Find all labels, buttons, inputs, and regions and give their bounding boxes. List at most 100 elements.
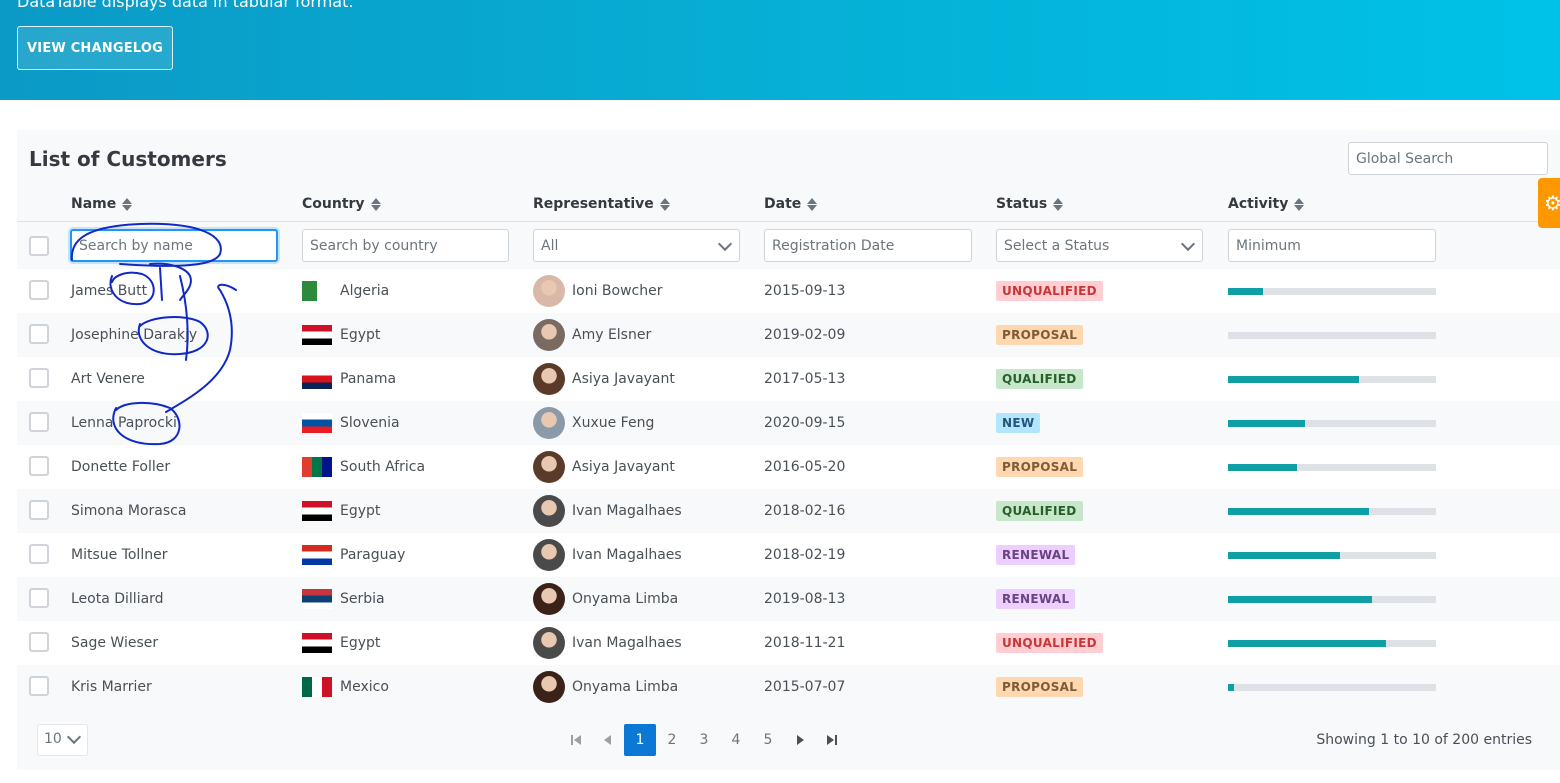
column-header-activity[interactable]: Activity	[1228, 189, 1305, 219]
view-changelog-button[interactable]: VIEW CHANGELOG	[17, 26, 173, 70]
config-panel-toggle[interactable]: ⚙	[1538, 178, 1560, 228]
row-checkbox[interactable]	[29, 632, 49, 652]
representative-filter-select[interactable]: All	[533, 229, 740, 262]
column-header-name[interactable]: Name	[71, 189, 133, 219]
registration-date: 2020-09-15	[764, 415, 846, 431]
header-divider	[17, 221, 1560, 222]
column-label: Status	[996, 196, 1048, 212]
registration-date: 2019-02-09	[764, 327, 846, 343]
activity-progress-fill	[1228, 288, 1264, 295]
avatar	[533, 539, 565, 571]
row-checkbox[interactable]	[29, 324, 49, 344]
status-cell: PROPOSAL	[996, 665, 1084, 709]
flag-icon	[302, 501, 332, 521]
flag-icon	[302, 457, 332, 477]
country-name: Mexico	[340, 679, 389, 695]
row-checkbox[interactable]	[29, 544, 49, 564]
next-page-icon[interactable]	[784, 724, 816, 756]
flag-icon	[302, 677, 332, 697]
column-label: Representative	[533, 196, 654, 212]
row-checkbox[interactable]	[29, 500, 49, 520]
row-checkbox[interactable]	[29, 676, 49, 696]
country-name: South Africa	[340, 459, 426, 475]
table-row[interactable]: Mitsue Tollner Paraguay Ivan Magalhaes 2018…	[17, 533, 1560, 577]
page-1-button[interactable]: 1	[624, 724, 656, 756]
representative-name: Onyama Limba	[572, 679, 679, 695]
activity-filter-input[interactable]: Minimum	[1228, 229, 1436, 262]
status-filter-select[interactable]: Select a Status	[996, 229, 1203, 262]
table-row[interactable]: Lenna Paprocki Slovenia Xuxue Feng 2020-09-…	[17, 401, 1560, 445]
country-cell: Mexico	[302, 665, 389, 709]
activity-progress-fill	[1228, 376, 1360, 383]
status-badge: PROPOSAL	[996, 677, 1084, 697]
customers-table-card: List of Customers Global Search Name Cou…	[17, 130, 1560, 770]
activity-progress-bar	[1228, 288, 1436, 295]
activity-progress-fill	[1228, 684, 1235, 691]
sort-icon	[370, 197, 381, 211]
avatar	[533, 671, 565, 703]
table-row[interactable]: Leota Dilliard Serbia Onyama Limba 2019-08-…	[17, 577, 1560, 621]
previous-page-icon[interactable]	[592, 724, 624, 756]
page-5-button[interactable]: 5	[763, 732, 773, 748]
table-row[interactable]: James Butt Algeria Ioni Bowcher 2015-09-13 U…	[17, 269, 1560, 313]
representative-name: Amy Elsner	[572, 327, 652, 343]
customer-name: Mitsue Tollner	[71, 547, 168, 563]
date-filter-input[interactable]: Registration Date	[764, 229, 972, 262]
flag-icon	[302, 369, 332, 389]
country-filter-input[interactable]: Search by country	[302, 229, 509, 262]
row-checkbox[interactable]	[29, 368, 49, 388]
table-row[interactable]: Kris Marrier Mexico Onyama Limba 2015-07-07…	[17, 665, 1560, 709]
activity-progress-fill	[1228, 596, 1372, 603]
table-row[interactable]: Simona Morasca Egypt Ivan Magalhaes 2018-02…	[17, 489, 1560, 533]
activity-progress-bar	[1228, 332, 1436, 339]
country-cell: Slovenia	[302, 401, 400, 445]
row-checkbox[interactable]	[29, 456, 49, 476]
global-search-input[interactable]: Global Search	[1348, 142, 1548, 175]
country-cell: Egypt	[302, 489, 380, 533]
status-cell: UNQUALIFIED	[996, 621, 1103, 665]
country-name: Algeria	[340, 283, 390, 299]
table-row[interactable]: Josephine Darakjy Egypt Amy Elsner 2019-02-…	[17, 313, 1560, 357]
flag-icon	[302, 281, 332, 301]
representative-cell: Xuxue Feng	[533, 401, 654, 445]
column-header-date[interactable]: Date	[764, 189, 818, 219]
row-checkbox[interactable]	[29, 280, 49, 300]
sort-icon	[659, 197, 670, 211]
avatar	[533, 627, 565, 659]
first-page-icon[interactable]	[560, 724, 592, 756]
select-all-checkbox[interactable]	[29, 236, 49, 256]
column-header-status[interactable]: Status	[996, 189, 1064, 219]
representative-cell: Onyama Limba	[533, 665, 678, 709]
activity-progress-fill	[1228, 552, 1341, 559]
entries-summary: Showing 1 to 10 of 200 entries	[1316, 732, 1532, 748]
row-checkbox[interactable]	[29, 588, 49, 608]
status-cell: QUALIFIED	[996, 357, 1083, 401]
customer-name: Josephine Darakjy	[71, 327, 198, 343]
status-cell: RENEWAL	[996, 533, 1076, 577]
page-3-button[interactable]: 3	[699, 732, 709, 748]
hero-description: DataTable displays data in tabular forma…	[17, 0, 354, 11]
customer-name: Art Venere	[71, 371, 145, 387]
status-cell: PROPOSAL	[996, 313, 1084, 357]
column-header-country[interactable]: Country	[302, 189, 381, 219]
column-header-representative[interactable]: Representative	[533, 189, 670, 219]
table-row[interactable]: Donette Foller South Africa Asiya Javayant…	[17, 445, 1560, 489]
rows-per-page-select[interactable]: 10	[37, 724, 88, 756]
flag-icon	[302, 589, 332, 609]
page-4-button[interactable]: 4	[731, 732, 741, 748]
column-label: Country	[302, 196, 365, 212]
table-row[interactable]: Sage Wieser Egypt Ivan Magalhaes 2018-11-21…	[17, 621, 1560, 665]
name-filter-input[interactable]: Search by name	[70, 229, 278, 262]
activity-progress-bar	[1228, 640, 1436, 647]
last-page-icon[interactable]	[816, 724, 848, 756]
registration-date: 2018-11-21	[764, 635, 846, 651]
customer-name: Donette Foller	[71, 459, 171, 475]
activity-progress-fill	[1228, 464, 1297, 471]
status-badge: QUALIFIED	[996, 501, 1083, 521]
status-cell: NEW	[996, 401, 1041, 445]
row-checkbox[interactable]	[29, 412, 49, 432]
country-name: Paraguay	[340, 547, 406, 563]
table-row[interactable]: Art Venere Panama Asiya Javayant 2017-05-13…	[17, 357, 1560, 401]
page-2-button[interactable]: 2	[667, 732, 677, 748]
